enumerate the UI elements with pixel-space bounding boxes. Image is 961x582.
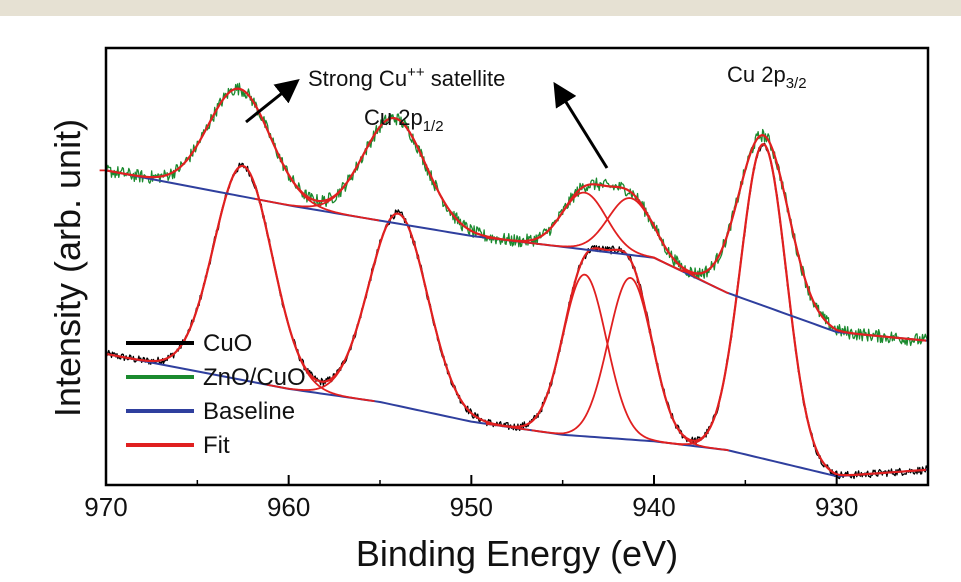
satellite-label-sup: ++ [407,64,425,81]
cu2p12-main: Cu 2p [364,105,423,130]
top-band [0,0,961,16]
x-tick-label-930: 930 [815,492,858,522]
series-zno-cuo-baseline [105,169,929,342]
series-zno-cuo-data [105,82,929,347]
annotation-satellite: Strong Cu++ satellite [245,64,609,169]
legend-label-fit: Fit [203,432,230,459]
series-zno-cuo-fit-peak-1 [99,87,380,222]
series-zno-cuo-fit-peak-3 [485,191,684,273]
satellite-label-main: Strong Cu [308,66,407,91]
series-zno-cuo-fit-peak-2 [254,117,535,245]
x-ticks: 970 960 950 940 930 [84,475,858,522]
x-axis-title: Binding Energy (eV) [356,533,678,574]
legend-label-zno-cuo: ZnO/CuO [203,364,306,391]
series-cuo-fit-envelope [105,143,927,477]
series-cuo-fit-peak-4 [531,277,730,452]
cu2p32-label: Cu 2p3/2 [727,62,807,92]
series-zno-cuo-fit-envelope [105,87,927,342]
cu2p12-sub: 1/2 [423,118,444,135]
cu2p32-main: Cu 2p [727,62,786,87]
series-cuo-fit-peak-5 [660,143,867,477]
cu2p12-label: Cu 2p1/2 [364,105,444,135]
plot-frame [104,46,930,487]
series-layer [99,82,929,480]
series-zno-cuo-fit-peak-4 [531,197,730,295]
legend-label-baseline: Baseline [203,398,295,425]
y-axis-title: Intensity (arb. unit) [47,119,88,417]
satellite-label-rest: satellite [425,66,506,91]
x-tick-label-940: 940 [632,492,675,522]
satellite-label: Strong Cu++ satellite [308,64,505,91]
x-tick-label-970: 970 [84,492,127,522]
x-tick-label-950: 950 [450,492,493,522]
cu2p32-sub: 3/2 [786,75,807,92]
series-cuo-fit-peak-2 [266,212,530,431]
x-tick-label-960: 960 [267,492,310,522]
satellite-arrow-right [553,81,609,169]
satellite-arrow-left [245,79,300,124]
legend: CuO ZnO/CuO Baseline Fit [126,330,306,459]
legend-label-cuo: CuO [203,330,252,357]
